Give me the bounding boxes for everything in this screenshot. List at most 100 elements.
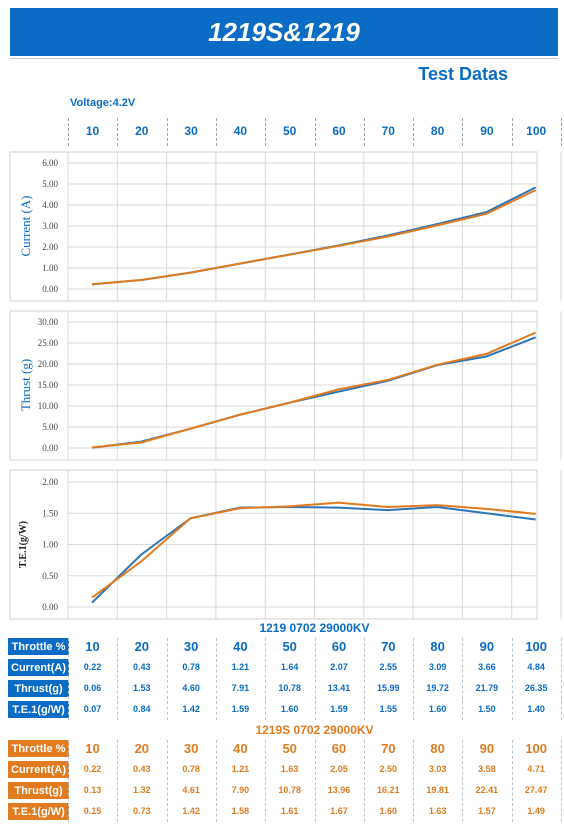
axis-header-divider [462,118,464,146]
table-column-divider [215,803,217,822]
table-value-cell: 4.84 [527,662,545,672]
table-column-divider [413,638,415,657]
table-value-cell: 13.96 [327,785,351,795]
table-column-divider [363,680,365,699]
y-tick-label: 0.00 [42,602,58,612]
table-column-divider [363,782,365,801]
y-tick-label: 1.00 [42,263,58,273]
table-throttle-cell: 50 [282,639,297,654]
table-column-divider [462,803,464,822]
table-column-divider [561,701,562,720]
table-value-cell: 2.07 [330,662,348,672]
table-column-divider [511,761,513,780]
table-column-divider [314,803,316,822]
table-column-divider [363,740,365,759]
table-value-cell: 1.63 [280,764,299,774]
throttle-tick-label: 60 [332,124,346,138]
table-value-cell: 22.41 [475,785,499,795]
y-tick-label: 30.00 [38,317,59,327]
table-throttle-cell: 80 [430,741,445,756]
table-column-divider [166,680,168,699]
table-value-cell: 15.99 [377,683,400,693]
throttle-tick-label: 20 [135,124,149,138]
axis-header-divider [117,118,119,146]
table-value-cell: 10.78 [278,785,301,795]
y-tick-label: 10.00 [38,401,59,411]
table-value-cell: 21.79 [475,683,499,693]
table-column-divider [68,680,69,699]
throttle-tick-label: 50 [283,124,297,138]
throttle-tick-label: 90 [480,124,494,138]
throttle-tick-label: 100 [526,124,547,138]
y-tick-label: 3.00 [42,221,58,231]
y-tick-label: 2.00 [42,477,58,487]
table-column-divider [117,638,119,657]
y-tick-label: 0.50 [42,571,58,581]
y-axis-label: Current (A) [18,195,33,256]
table-value-cell: 0.73 [133,806,151,816]
table-value-cell: 4.60 [182,683,200,693]
subtitle: Test Datas [418,64,508,84]
table-value-cell: 1.21 [231,764,250,774]
table-value-cell: 1.53 [133,683,151,693]
y-tick-label: 5.00 [42,422,58,432]
table-column-divider [462,761,464,780]
table-column-divider [413,740,415,759]
table-column-divider [166,782,168,801]
throttle-tick-label: 30 [184,124,198,138]
table-column-divider [363,659,365,678]
table-value-cell: 1.59 [231,704,250,714]
axis-header-divider [413,118,415,146]
series-line-2 [91,501,536,599]
table-value-cell: 27.47 [524,785,548,795]
table-value-cell: 1.21 [231,662,250,672]
table-column-divider [363,761,365,780]
table-column-divider [215,782,217,801]
table-column-divider [462,782,464,801]
table-column-divider [166,701,168,720]
table-value-cell: 0.43 [133,662,151,672]
table-column-divider [462,701,464,720]
throttle-tick-label: 10 [85,124,100,138]
table-column-divider [68,701,69,720]
table-throttle-cell: 100 [525,741,548,756]
table-column-divider [561,680,562,699]
table-throttle-cell: 100 [525,639,548,654]
table-throttle-cell: 90 [479,741,495,756]
table-value-cell: 3.66 [478,662,496,672]
series-line-2 [91,189,537,286]
table-row-label: Throttle % [8,638,69,655]
table-value-cell: 1.40 [527,704,545,714]
table-column-divider [68,659,69,678]
table-row-label: Thrust(g) [8,680,69,697]
y-tick-label: 1.00 [42,540,58,550]
table-value-cell: 1.50 [478,704,496,714]
y-tick-label: 2.00 [42,242,58,252]
table-column-divider [166,761,168,780]
table-column-divider [265,761,267,780]
axis-header-divider [265,118,267,146]
throttle-tick-label: 80 [430,124,445,138]
table-row-label: T.E.1(g/W) [8,701,69,718]
table-column-divider [265,701,267,720]
table-value-cell: 0.78 [182,662,200,672]
series-line-1 [91,505,536,604]
table-row-label: Throttle % [8,740,69,757]
table-value-cell: 1.61 [280,806,299,816]
table-throttle-cell: 80 [430,639,445,654]
table-row-label: T.E.1(g/W) [8,803,69,820]
table-column-divider [511,659,513,678]
title-banner: 1219S&1219 [10,8,558,56]
y-tick-label: 6.00 [42,158,58,168]
table-value-cell: 0.15 [83,806,102,816]
table-column-divider [462,638,464,657]
throttle-axis-header: 10 20 30 40 50 60 70 80 90 100 [68,118,562,146]
y-tick-label: 25.00 [38,338,59,348]
table-value-cell: 7.90 [231,785,250,795]
table-column-divider [265,740,267,759]
table-value-cell: 1.67 [330,806,348,816]
table-column-divider [117,761,119,780]
table-column-divider [561,659,562,678]
table-value-cell: 2.55 [379,662,398,672]
